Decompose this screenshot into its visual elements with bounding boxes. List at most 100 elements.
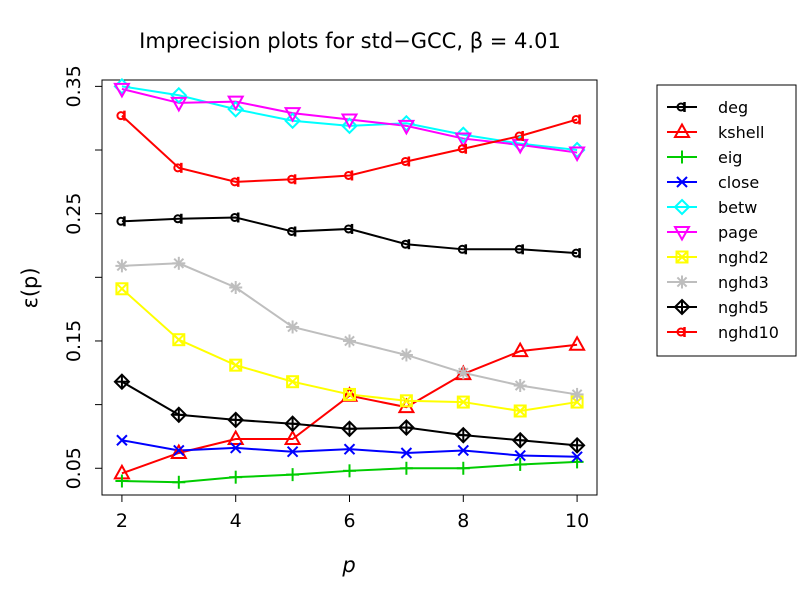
point-nghd10: [287, 174, 297, 185]
point-betw: [284, 112, 302, 130]
legend-swatch-marker: [676, 327, 686, 337]
legend: deg kshell eig close betw page nghd2 nghd3 nghd5…: [667, 98, 779, 342]
legend-item-close: close: [667, 173, 759, 192]
legend-swatch-marker: [673, 298, 691, 316]
point-page: [454, 132, 472, 149]
point-close: [116, 434, 128, 446]
point-close: [457, 444, 470, 457]
point-deg: [173, 213, 183, 224]
x-tick-label: 4: [230, 510, 242, 532]
point-nghd3: [343, 334, 356, 348]
point-page: [568, 146, 586, 163]
point-nghd5: [341, 420, 358, 438]
point-close: [229, 442, 242, 454]
axes: 2 4 6 8 10 0.05 0.15 0.25 0.35: [63, 65, 589, 532]
point-nghd3: [570, 387, 584, 401]
point-close: [514, 449, 526, 462]
point-nghd10: [571, 114, 581, 125]
point-eig: [399, 461, 413, 475]
point-page: [113, 82, 131, 99]
point-nghd10: [457, 143, 468, 154]
legend-label: close: [718, 173, 759, 192]
legend-swatch-marker: [676, 176, 688, 188]
point-deg: [514, 244, 524, 255]
point-kshell: [227, 429, 245, 445]
point-nghd10: [116, 110, 126, 121]
series-line-nghd2: [121, 288, 578, 412]
point-deg: [571, 248, 581, 259]
point-nghd3: [456, 366, 470, 380]
point-deg: [344, 223, 354, 234]
point-nghd3: [172, 256, 186, 270]
x-tick-label: 6: [343, 510, 355, 532]
point-nghd3: [229, 281, 243, 294]
point-nghd3: [115, 259, 129, 273]
point-close: [343, 443, 356, 455]
point-nghd2: [286, 375, 300, 389]
point-nghd3: [286, 320, 300, 334]
y-tick-label: 0.25: [63, 193, 85, 235]
y-tick-label: 0.35: [63, 65, 85, 107]
point-nghd2: [399, 394, 413, 408]
point-kshell: [283, 429, 302, 445]
y-tick-label: 0.15: [63, 320, 85, 362]
point-nghd2: [456, 395, 470, 409]
legend-item-betw: betw: [667, 198, 757, 217]
legend-swatch-marker: [675, 250, 689, 264]
point-betw: [170, 86, 188, 104]
point-page: [340, 113, 359, 130]
point-nghd5: [397, 419, 415, 436]
point-nghd2: [229, 358, 243, 372]
point-eig: [343, 464, 356, 478]
x-axis-label: p: [341, 553, 355, 577]
point-eig: [456, 461, 470, 475]
point-kshell: [568, 335, 586, 351]
x-tick-label: 10: [565, 510, 589, 532]
legend-item-nghd3: nghd3: [667, 273, 769, 292]
point-nghd10: [230, 176, 240, 187]
legend-item-page: page: [667, 223, 758, 242]
series-markers: [113, 77, 586, 489]
legend-label: nghd10: [718, 323, 779, 342]
legend-label: nghd2: [718, 248, 769, 267]
point-close: [173, 444, 185, 457]
point-page: [227, 95, 245, 112]
legend-item-deg: deg: [667, 98, 748, 117]
point-deg: [230, 212, 240, 223]
point-nghd5: [170, 406, 188, 424]
legend-label: kshell: [718, 123, 764, 142]
point-eig: [229, 470, 243, 484]
point-betw: [454, 126, 472, 144]
legend-swatch-marker: [673, 122, 691, 138]
legend-swatch-marker: [675, 275, 689, 289]
legend-swatch-marker: [673, 198, 691, 216]
point-betw: [227, 100, 245, 118]
point-deg: [457, 244, 468, 255]
point-eig: [172, 475, 186, 489]
point-nghd5: [113, 373, 131, 391]
x-tick-label: 8: [457, 510, 469, 532]
legend-label: nghd5: [718, 298, 769, 317]
legend-label: page: [718, 223, 758, 242]
point-nghd2: [513, 404, 527, 418]
point-nghd2: [343, 387, 356, 401]
point-nghd10: [344, 170, 354, 181]
legend-item-eig: eig: [667, 148, 742, 167]
legend-swatch-marker: [675, 150, 689, 164]
point-nghd5: [454, 426, 472, 444]
point-nghd5: [227, 411, 245, 429]
point-nghd2: [172, 333, 186, 347]
y-tick-label: 0.05: [63, 447, 85, 489]
point-deg: [287, 226, 297, 237]
point-kshell: [511, 341, 529, 358]
point-eig: [286, 468, 300, 482]
legend-item-kshell: kshell: [667, 122, 764, 142]
legend-label: nghd3: [718, 273, 769, 292]
point-nghd3: [513, 379, 527, 393]
point-eig: [513, 457, 527, 471]
series-line-nghd3: [121, 262, 578, 396]
point-nghd10: [514, 131, 524, 142]
y-axis-label: ε(p): [18, 267, 42, 308]
point-page: [170, 96, 188, 113]
